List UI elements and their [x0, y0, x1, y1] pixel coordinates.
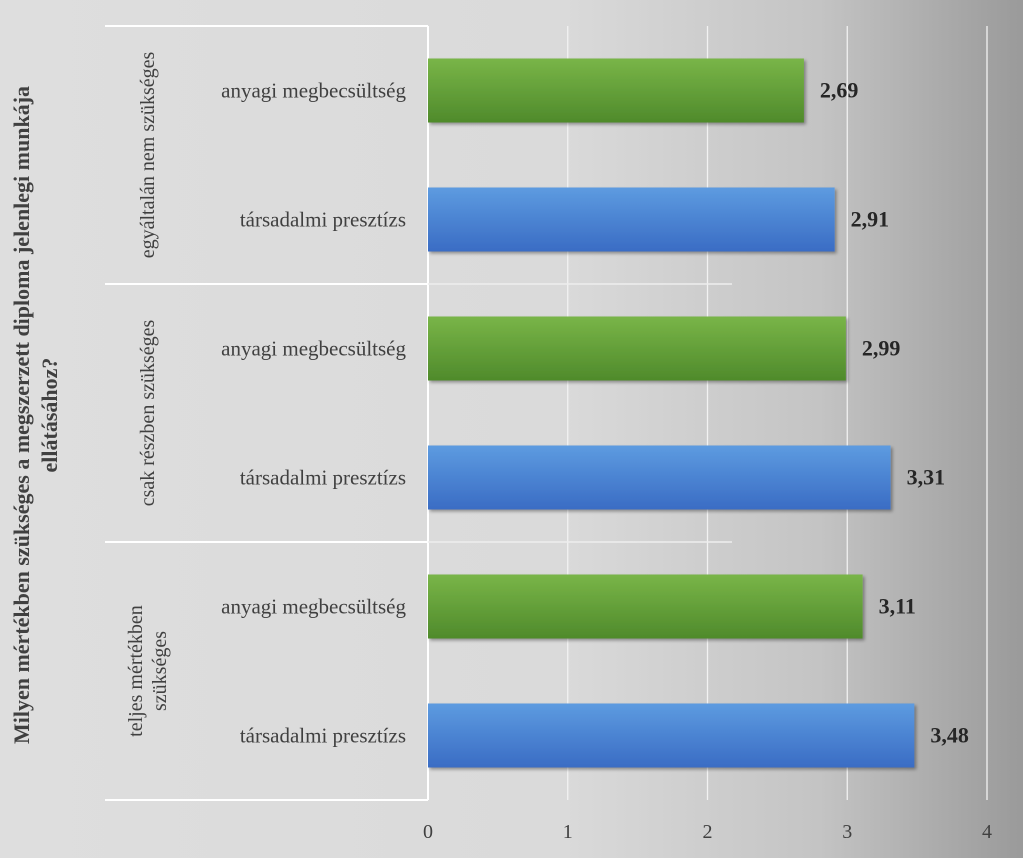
bar [428, 316, 846, 381]
bar [428, 187, 835, 252]
category-label: társadalmi presztízs [240, 724, 406, 748]
data-label: 3,48 [930, 723, 969, 748]
data-label: 2,99 [862, 336, 901, 361]
group-label: egyáltalán nem szükséges [137, 51, 159, 259]
y-axis-title: Milyen mértékben szükséges a megszerzett… [9, 85, 62, 745]
x-tick-label: 0 [423, 821, 433, 843]
category-label: anyagi megbecsültség [221, 79, 406, 103]
group-label: csak részben szükséges [137, 319, 159, 507]
category-label: társadalmi presztízs [240, 466, 406, 490]
bar [428, 574, 863, 639]
data-label: 2,91 [851, 207, 890, 232]
data-label: 3,31 [907, 465, 946, 490]
bar [428, 58, 804, 123]
category-label: társadalmi presztízs [240, 208, 406, 232]
category-label: anyagi megbecsültség [221, 337, 406, 361]
x-tick-label: 2 [703, 821, 713, 843]
data-label: 2,69 [820, 78, 859, 103]
x-tick-label: 3 [842, 821, 852, 843]
x-tick-label: 1 [563, 821, 573, 843]
category-label: anyagi megbecsültség [221, 595, 406, 619]
group-label: teljes mértékben szükséges [125, 605, 171, 737]
bar [428, 445, 891, 510]
bar [428, 703, 915, 768]
data-label: 3,11 [879, 594, 916, 619]
x-tick-label: 4 [982, 821, 992, 843]
